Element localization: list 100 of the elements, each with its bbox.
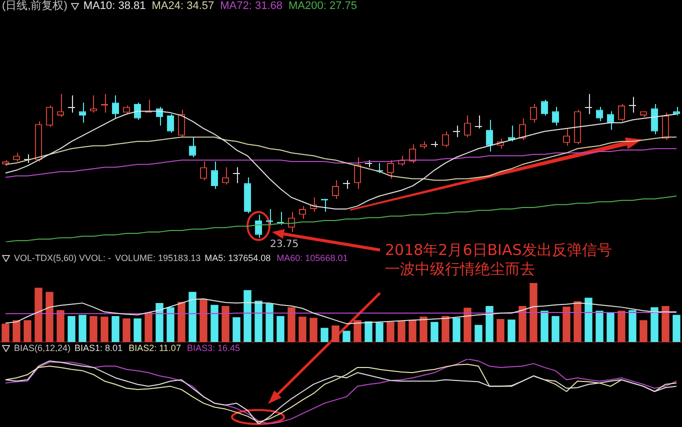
candlestick <box>56 94 64 118</box>
chart-title: (日线,前复权) <box>2 0 68 13</box>
bar <box>650 307 658 342</box>
candlestick <box>354 156 362 190</box>
bar <box>518 306 526 342</box>
bar <box>464 308 472 342</box>
bar <box>596 310 604 342</box>
bar <box>178 302 186 342</box>
bar <box>496 318 504 342</box>
bar <box>386 322 394 342</box>
text: MA200: 27.75 <box>288 0 358 13</box>
bar <box>100 316 108 342</box>
bar <box>2 324 10 342</box>
candlestick <box>408 144 416 164</box>
bar <box>90 316 98 342</box>
candlestick <box>178 109 186 138</box>
candlestick <box>618 104 626 122</box>
candlestick <box>46 104 54 128</box>
bar <box>552 316 560 342</box>
bar <box>166 307 174 342</box>
bar <box>640 320 648 342</box>
text: MA24: 34.57 <box>152 0 214 13</box>
bar <box>78 314 86 342</box>
bar <box>112 316 120 342</box>
bar <box>474 324 482 342</box>
bar <box>540 310 548 342</box>
bar <box>408 320 416 342</box>
bar <box>376 322 384 342</box>
bar <box>288 307 296 342</box>
bar <box>584 298 592 342</box>
candlestick <box>540 99 548 116</box>
bar <box>210 304 218 342</box>
bar <box>508 320 516 342</box>
text: MA72: 31.68 <box>220 0 283 13</box>
bar <box>354 320 362 342</box>
text: BIAS3: 16.45 <box>186 342 240 355</box>
bar <box>364 321 372 342</box>
text: 2018年2月6日BIAS发出反弹信号 <box>385 241 612 260</box>
bar <box>618 310 626 342</box>
bar <box>188 292 196 342</box>
candlestick <box>342 180 351 190</box>
candlestick <box>100 94 108 114</box>
bar <box>46 292 54 342</box>
candlestick <box>628 96 637 114</box>
bar <box>244 290 252 342</box>
bar <box>672 314 680 342</box>
text: 一波中级行情绝尘而去 <box>385 260 535 279</box>
text: BIAS2: 11.07 <box>128 342 181 355</box>
candlestick <box>254 214 262 238</box>
bar <box>662 306 670 342</box>
bar <box>266 304 274 342</box>
bar <box>134 318 142 342</box>
bar <box>574 301 582 342</box>
bar <box>430 322 438 342</box>
candlestick <box>464 115 472 138</box>
candlestick <box>232 166 241 184</box>
candlestick <box>584 94 593 115</box>
bar <box>562 306 570 342</box>
chart-subtitle: VOLUME: 195183.13 <box>115 252 201 265</box>
bar <box>332 325 340 342</box>
bar <box>320 328 328 342</box>
candlestick <box>67 94 76 114</box>
candlestick <box>486 119 494 152</box>
bar <box>298 316 306 342</box>
chart-title: VOL-TDX(5,60) VVOL: - <box>14 252 112 265</box>
bar <box>310 318 318 342</box>
bar <box>442 316 450 342</box>
text: MA5: 137654.08 <box>204 252 271 265</box>
candlestick <box>518 118 526 140</box>
bar <box>486 306 494 342</box>
bar <box>342 330 350 342</box>
candlestick <box>530 104 538 124</box>
bar <box>12 320 20 342</box>
bar <box>68 316 76 342</box>
bar <box>452 318 460 342</box>
candlestick <box>508 125 516 142</box>
bar <box>276 316 284 342</box>
bar <box>122 318 130 342</box>
candlestick <box>210 161 218 190</box>
text: MA10: 38.81 <box>83 0 146 13</box>
candlestick <box>474 115 483 129</box>
bar <box>628 310 636 342</box>
bar <box>156 303 164 342</box>
candlestick <box>134 102 142 120</box>
bar <box>420 316 428 342</box>
text: MA60: 105668.01 <box>276 252 348 265</box>
bar <box>34 288 42 342</box>
chart-title: BIAS(6,12,24) <box>14 342 71 355</box>
bar <box>232 317 240 342</box>
bar <box>56 310 64 342</box>
bar <box>398 320 406 342</box>
bar <box>530 283 538 342</box>
bar <box>606 312 614 342</box>
bar <box>222 306 230 342</box>
bar <box>254 300 262 342</box>
candlestick <box>222 166 230 186</box>
candlestick <box>662 112 670 140</box>
text: 23.75 <box>270 239 299 250</box>
candlestick <box>166 114 174 134</box>
candlestick <box>78 102 86 124</box>
